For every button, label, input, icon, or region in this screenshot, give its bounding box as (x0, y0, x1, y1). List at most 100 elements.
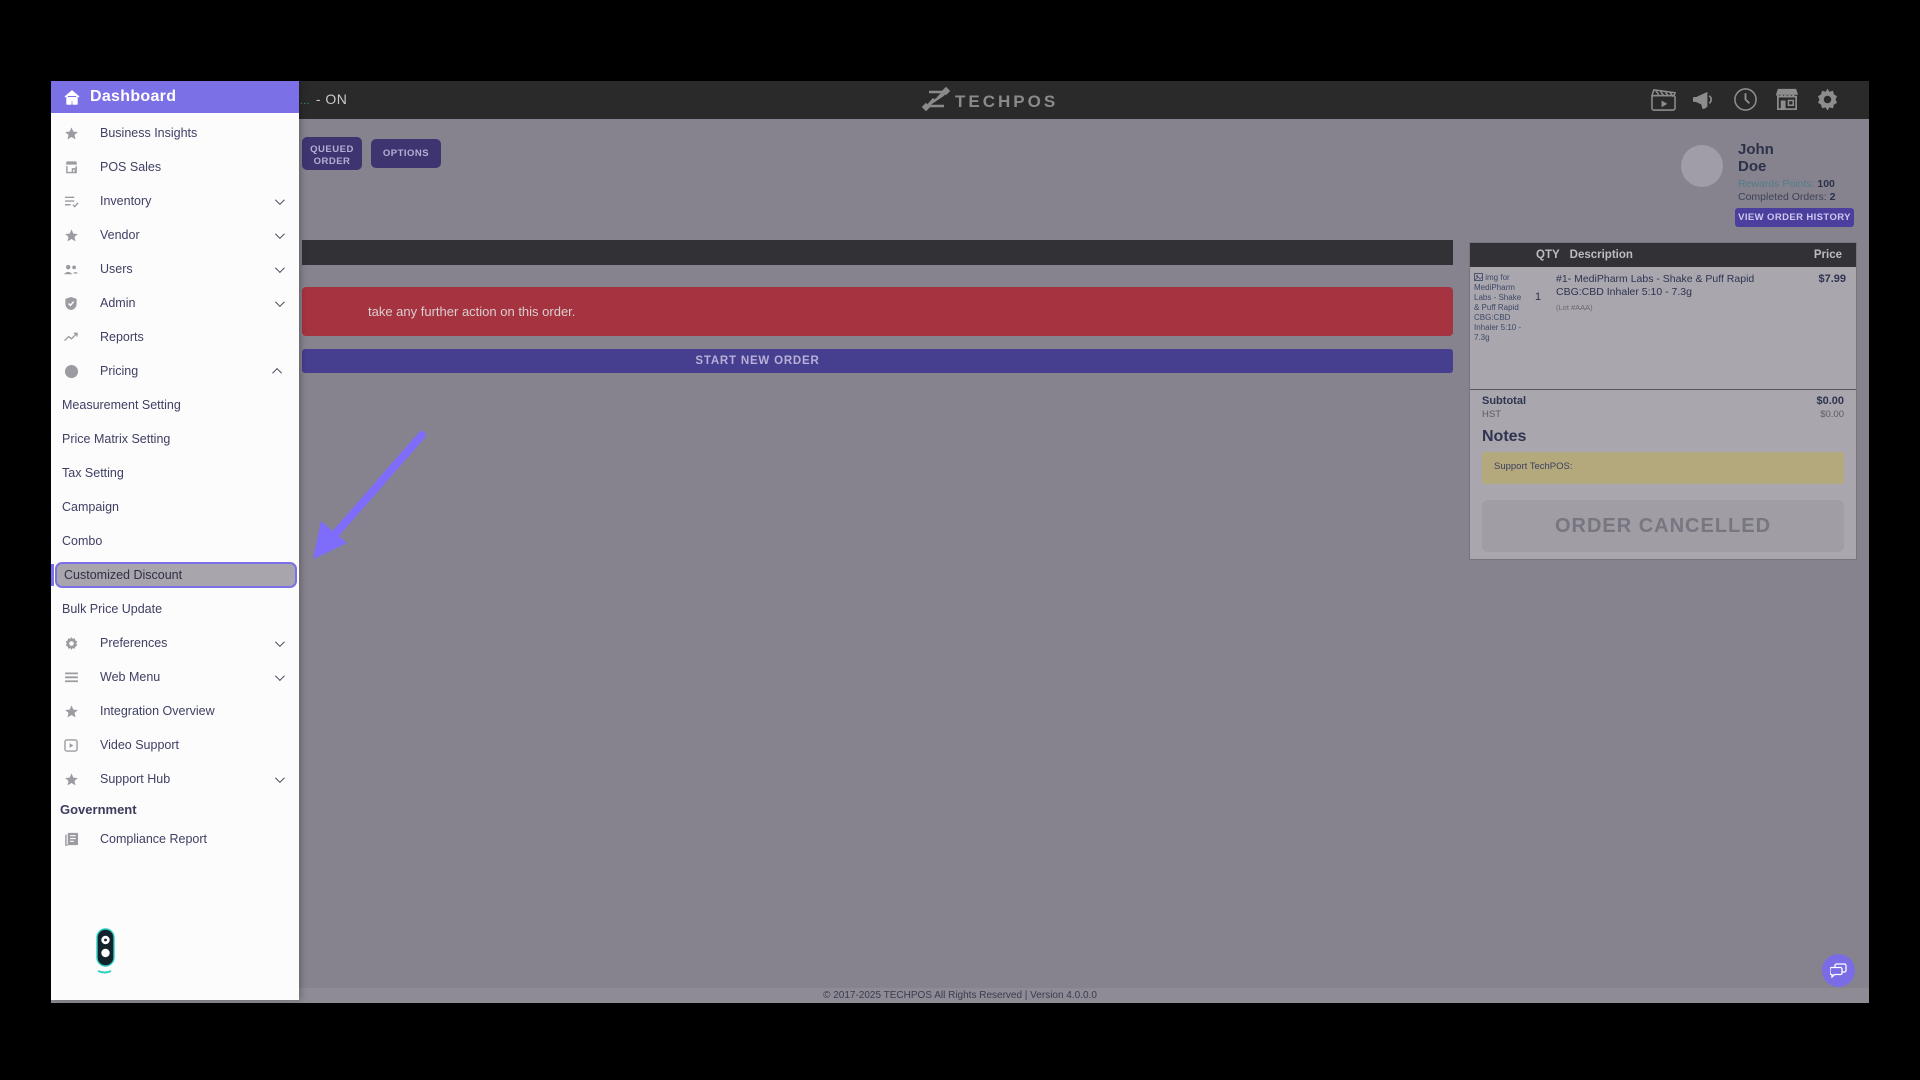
sidebar-item-label: Inventory (100, 194, 152, 208)
sidebar-item-support-hub[interactable]: Support Hub (51, 762, 299, 796)
warning-text: take any further action on this order. (368, 304, 576, 319)
view-order-history-button[interactable]: VIEW ORDER HISTORY (1735, 208, 1854, 227)
svg-text:$: $ (69, 366, 74, 376)
notes-heading: Notes (1482, 428, 1527, 445)
app-window: ... - ON TECHPOS QUEUED ORDER OPTIONS Joh… (51, 81, 1869, 1003)
price-header: Price (1813, 249, 1842, 261)
item-description: #1- MediPharm Labs - Shake & Puff Rapid … (1552, 273, 1770, 343)
support-chat-button[interactable] (1822, 954, 1855, 987)
sidebar-item-vendor[interactable]: Vendor (51, 218, 299, 252)
chevron-down-icon (274, 296, 285, 307)
description-header: Description (1569, 249, 1633, 261)
sidebar: Dashboard Business Insights POS Sales Inve… (51, 81, 299, 1000)
sidebar-item-price-matrix-setting[interactable]: Price Matrix Setting (51, 422, 299, 456)
topbar-icon-group (1650, 86, 1841, 113)
menu-icon (63, 669, 79, 685)
star-icon (63, 227, 79, 243)
customer-last-name: Doe (1738, 158, 1767, 175)
avatar (1681, 145, 1723, 187)
item-thumbnail-alt: img for MediPharm Labs - Shake & Puff Ra… (1474, 273, 1522, 342)
sidebar-item-label: Bulk Price Update (62, 602, 163, 616)
options-button[interactable]: OPTIONS (371, 139, 441, 168)
sidebar-item-customized-discount[interactable]: Customized Discount (51, 558, 299, 592)
store-status: ... - ON (300, 91, 347, 107)
sidebar-item-label: Combo (62, 534, 103, 548)
sidebar-item-preferences[interactable]: Preferences (51, 626, 299, 660)
sidebar-item-label: Customized Discount (64, 568, 183, 582)
dollar-icon: $ (63, 363, 79, 379)
chevron-down-icon (274, 636, 285, 647)
sidebar-item-label: Business Insights (100, 126, 198, 140)
shield-icon (63, 295, 79, 311)
report-icon (63, 831, 79, 847)
sidebar-item-label: Reports (100, 330, 144, 344)
megaphone-icon[interactable] (1691, 86, 1718, 113)
techpos-logo-icon (921, 86, 951, 112)
star-icon (63, 125, 79, 141)
queued-order-button[interactable]: QUEUED ORDER (302, 137, 362, 170)
sidebar-item-campaign[interactable]: Campaign (51, 490, 299, 524)
sidebar-item-integration-overview[interactable]: Integration Overview (51, 694, 299, 728)
sidebar-item-combo[interactable]: Combo (51, 524, 299, 558)
sidebar-item-label: Government (60, 801, 137, 817)
sidebar-item-inventory[interactable]: Inventory (51, 184, 299, 218)
chevron-down-icon (274, 772, 285, 783)
sidebar-item-business-insights[interactable]: Business Insights (51, 116, 299, 150)
order-item-row[interactable]: img for MediPharm Labs - Shake & Puff Ra… (1470, 267, 1856, 347)
sidebar-item-label: Measurement Setting (62, 398, 181, 412)
star-icon (63, 703, 79, 719)
sidebar-item-users[interactable]: Users (51, 252, 299, 286)
sidebar-item-pricing[interactable]: $ Pricing (51, 354, 299, 388)
status-dots: ... (300, 96, 310, 107)
techpos-logo: TECHPOS (921, 86, 1058, 112)
sidebar-item-label: POS Sales (100, 160, 162, 174)
sidebar-section-government: Government (51, 796, 299, 822)
tax-row: HST $0.00 (1482, 409, 1844, 420)
sidebar-item-label: Users (100, 262, 133, 276)
order-items-list: img for MediPharm Labs - Shake & Puff Ra… (1470, 267, 1856, 389)
users-icon (63, 261, 79, 277)
sidebar-item-bulk-price-update[interactable]: Bulk Price Update (51, 592, 299, 626)
customer-name: John Doe (1738, 141, 1774, 175)
order-summary-card: QTY Description Price img for MediPharm … (1469, 242, 1857, 560)
gear-icon[interactable] (1814, 86, 1841, 113)
order-totals: Subtotal $0.00 HST $0.00 (1470, 389, 1856, 420)
clapperboard-icon[interactable] (1650, 86, 1677, 113)
sidebar-header: Dashboard (51, 81, 299, 113)
sidebar-item-label: Price Matrix Setting (62, 432, 171, 446)
sidebar-item-label: Campaign (62, 500, 119, 514)
order-list-header-band (302, 240, 1453, 265)
start-new-order-button[interactable]: START NEW ORDER (302, 349, 1453, 373)
cancelled-warning-banner: take any further action on this order. (302, 287, 1453, 336)
chevron-down-icon (274, 228, 285, 239)
sidebar-item-label: Vendor (100, 228, 140, 242)
chevron-up-icon (272, 367, 283, 378)
broken-image-icon (1474, 273, 1483, 281)
sidebar-item-measurement-setting[interactable]: Measurement Setting (51, 388, 299, 422)
sidebar-item-label: Admin (100, 296, 136, 310)
brand-text: TECHPOS (955, 92, 1059, 111)
sidebar-item-label: Web Menu (100, 670, 161, 684)
sidebar-item-pos-sales[interactable]: POS Sales (51, 150, 299, 184)
completed-orders: Completed Orders: 2 (1738, 191, 1836, 203)
sidebar-item-label: Preferences (100, 636, 168, 650)
sidebar-item-compliance-report[interactable]: Compliance Report (51, 822, 299, 856)
notes-field[interactable]: Support TechPOS: (1482, 452, 1844, 484)
top-bar: ... - ON TECHPOS (51, 81, 1869, 119)
sidebar-item-tax-setting[interactable]: Tax Setting (51, 456, 299, 490)
status-text: - ON (315, 91, 348, 107)
store-icon[interactable] (1773, 86, 1800, 113)
sidebar-menu: Business Insights POS Sales Inventory Vendo… (51, 113, 299, 856)
sidebar-item-label: Video Support (100, 738, 179, 752)
footer: © 2017-2025 TECHPOS All Rights Reserved … (51, 988, 1869, 1003)
sidebar-item-admin[interactable]: Admin (51, 286, 299, 320)
item-qty: 1 (1534, 291, 1542, 303)
trend-icon (63, 329, 79, 345)
sidebar-item-web-menu[interactable]: Web Menu (51, 660, 299, 694)
rewards-points: Rewards Points: 100 (1738, 178, 1835, 190)
sidebar-item-video-support[interactable]: Video Support (51, 728, 299, 762)
sidebar-item-label: Support Hub (100, 772, 171, 786)
sidebar-item-reports[interactable]: Reports (51, 320, 299, 354)
order-cancelled-button: ORDER CANCELLED (1482, 500, 1844, 552)
clock-icon[interactable] (1732, 86, 1759, 113)
